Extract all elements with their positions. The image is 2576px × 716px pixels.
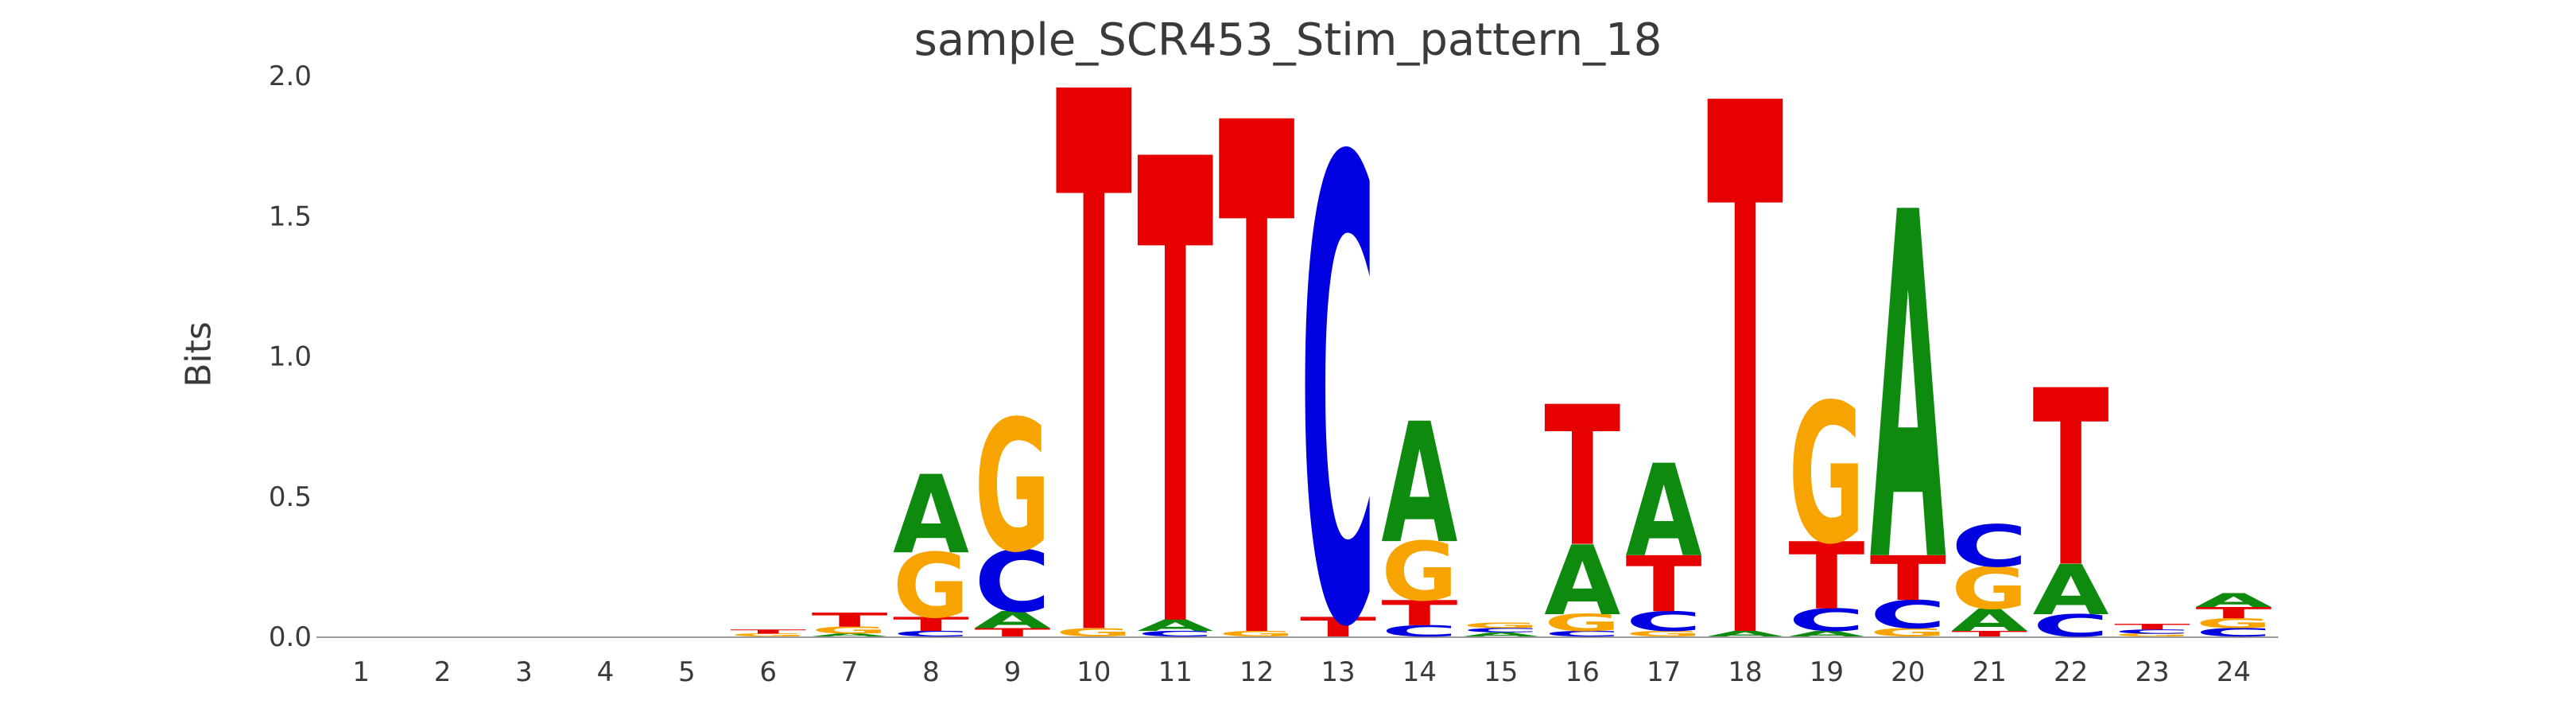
x-tick-label: 8 [922, 656, 940, 688]
logo-letter-G: G [1544, 610, 1620, 636]
logo-letter-T: T [1626, 541, 1702, 630]
x-tick-label: 2 [434, 656, 452, 688]
logo-letter-G: G [1381, 526, 1457, 620]
chart-title: sample_SCR453_Stim_pattern_18 [914, 14, 1662, 66]
x-tick-label: 7 [841, 656, 859, 688]
logo-letter-C: C [893, 629, 969, 638]
logo-letter-T: T [1788, 523, 1864, 631]
logo-letter-T: T [812, 609, 889, 631]
logo-letter-T: T [2114, 622, 2191, 631]
x-tick-label: 9 [1004, 656, 1022, 688]
x-tick-label: 23 [2135, 656, 2169, 688]
logo-letter-A: A [974, 607, 1050, 633]
y-tick-label: 1.0 [269, 341, 312, 373]
logo-letter-A: A [893, 453, 969, 578]
logo-letter-T: T [2195, 604, 2271, 622]
logo-letter-C: C [1463, 627, 1539, 633]
x-tick-label: 20 [1891, 656, 1925, 688]
x-tick-label: 11 [1158, 656, 1193, 688]
logo-letter-T: T [1056, 0, 1133, 716]
logo-letter-T: T [974, 626, 1051, 640]
logo-letter-T: T [1300, 612, 1376, 643]
logo-letter-G: G [1463, 621, 1539, 629]
logo-letter-C: C [1544, 629, 1620, 638]
logo-letter-T: T [1137, 28, 1214, 716]
logo-letter-G: G [2114, 632, 2190, 637]
x-tick-label: 5 [678, 656, 696, 688]
logo-letter-T: T [1544, 365, 1620, 590]
x-tick-label: 17 [1647, 656, 1681, 688]
logo-letter-C: C [2195, 626, 2271, 640]
x-tick-label: 24 [2217, 656, 2251, 688]
logo-letter-G: G [974, 383, 1050, 593]
logo-letter-C: C [1300, 29, 1376, 716]
logo-letter-T: T [1707, 0, 1784, 716]
x-tick-label: 10 [1077, 656, 1111, 688]
x-tick-label: 4 [597, 656, 615, 688]
logo-letter-T: T [1870, 543, 1946, 615]
logo-letter-G: G [1870, 626, 1946, 640]
logo-letter-A: A [1544, 526, 1620, 637]
logo-letter-G: G [893, 535, 969, 637]
logo-letter-A: A [2033, 551, 2110, 631]
logo-letter-A: A [1707, 629, 1783, 638]
x-tick-label: 22 [2054, 656, 2088, 688]
logo-letter-C: C [1951, 513, 2027, 581]
x-tick-label: 1 [352, 656, 370, 688]
logo-letter-G: G [1788, 362, 1864, 586]
x-tick-label: 3 [515, 656, 533, 688]
x-tick-label: 12 [1240, 656, 1274, 688]
logo-letter-A: A [1381, 389, 1457, 581]
logo-letter-G: G [2195, 616, 2271, 632]
logo-letter-G: G [730, 632, 806, 637]
x-tick-label: 16 [1565, 656, 1600, 688]
logo-letter-A: A [1951, 602, 2028, 638]
logo-letter-G: G [1626, 629, 1702, 638]
logo-letter-A: A [1626, 439, 1702, 586]
logo-letter-A: A [1870, 115, 1947, 668]
logo-letter-A: A [1788, 629, 1864, 638]
logo-letter-C: C [2033, 608, 2109, 644]
logo-letter-T: T [1219, 0, 1296, 716]
logo-letter-C: C [1381, 622, 1457, 640]
logo-letter-T: T [893, 613, 970, 636]
logo-letter-G: G [1056, 626, 1132, 640]
logo-letter-T: T [2033, 340, 2109, 621]
x-tick-label: 21 [1973, 656, 2007, 688]
y-tick-label: 0.5 [269, 481, 312, 513]
logo-letter-C: C [1788, 602, 1864, 638]
y-tick-label: 2.0 [269, 60, 312, 92]
y-tick-label: 0.0 [269, 621, 312, 653]
x-tick-label: 6 [759, 656, 777, 688]
logo-letter-G: G [812, 625, 888, 636]
x-tick-label: 18 [1728, 656, 1762, 688]
logo-letter-C: C [1870, 593, 1946, 638]
y-tick-label: 1.5 [269, 200, 312, 232]
x-tick-label: 15 [1484, 656, 1518, 688]
logo-letter-A: A [1137, 617, 1213, 635]
logo-letter-A: A [1463, 631, 1539, 637]
logo-letter-T: T [1951, 629, 2028, 638]
logo-letter-G: G [1951, 555, 2027, 623]
logo-letter-T: T [1381, 593, 1458, 634]
logo-letter-A: A [812, 632, 888, 637]
logo-letter-C: C [1137, 629, 1213, 638]
x-tick-label: 14 [1402, 656, 1437, 688]
logo-letter-C: C [974, 533, 1050, 632]
logo-letter-A: A [2195, 590, 2271, 612]
logo-letter-G: G [1219, 629, 1295, 638]
logo-letter-C: C [2114, 628, 2190, 635]
logo-letter-C: C [1626, 606, 1702, 637]
x-tick-label: 19 [1810, 656, 1844, 688]
logo-letter-T: T [730, 628, 806, 635]
x-tick-label: 13 [1321, 656, 1355, 688]
